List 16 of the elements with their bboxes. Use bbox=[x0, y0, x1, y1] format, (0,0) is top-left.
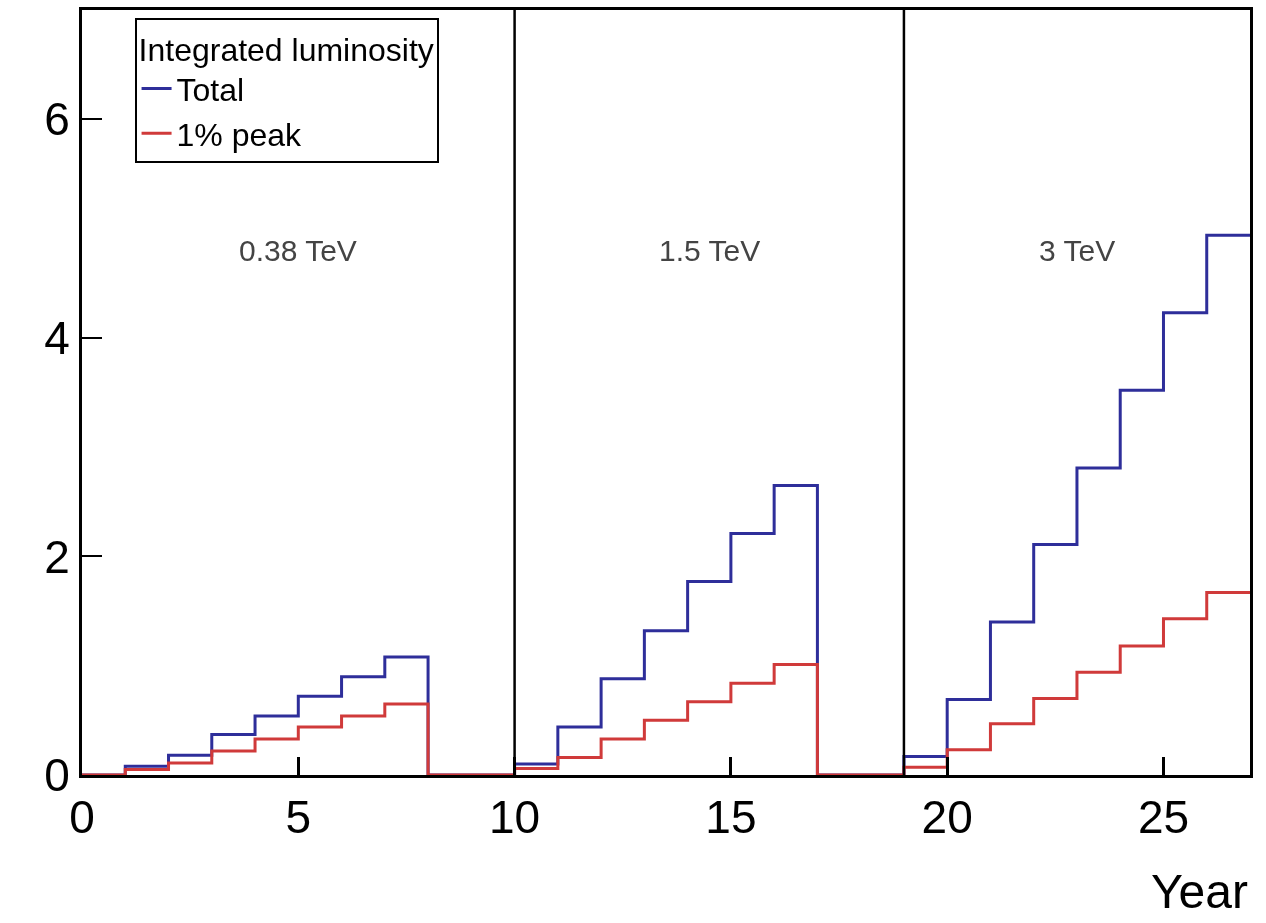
y-tick-label: 2 bbox=[44, 530, 70, 583]
y-tick-label: 4 bbox=[44, 311, 70, 364]
annotation: 0.38 TeV bbox=[239, 234, 357, 267]
annotation: 3 TeV bbox=[1039, 234, 1116, 267]
x-tick-label: 10 bbox=[489, 791, 541, 844]
x-tick-label: 25 bbox=[1137, 791, 1190, 844]
x-tick-label: 15 bbox=[705, 791, 757, 844]
x-tick-label: 5 bbox=[285, 791, 312, 844]
x-tick-label: 20 bbox=[921, 791, 973, 844]
legend-label: Total bbox=[176, 72, 245, 109]
y-tick-label: 0 bbox=[44, 749, 70, 802]
y-tick-label: 6 bbox=[44, 93, 70, 146]
legend-label: 1% peak bbox=[176, 116, 303, 153]
x-axis-title: Year bbox=[1151, 865, 1248, 918]
annotation: 1.5 TeV bbox=[659, 234, 761, 267]
legend-title: Integrated luminosity bbox=[138, 32, 434, 69]
